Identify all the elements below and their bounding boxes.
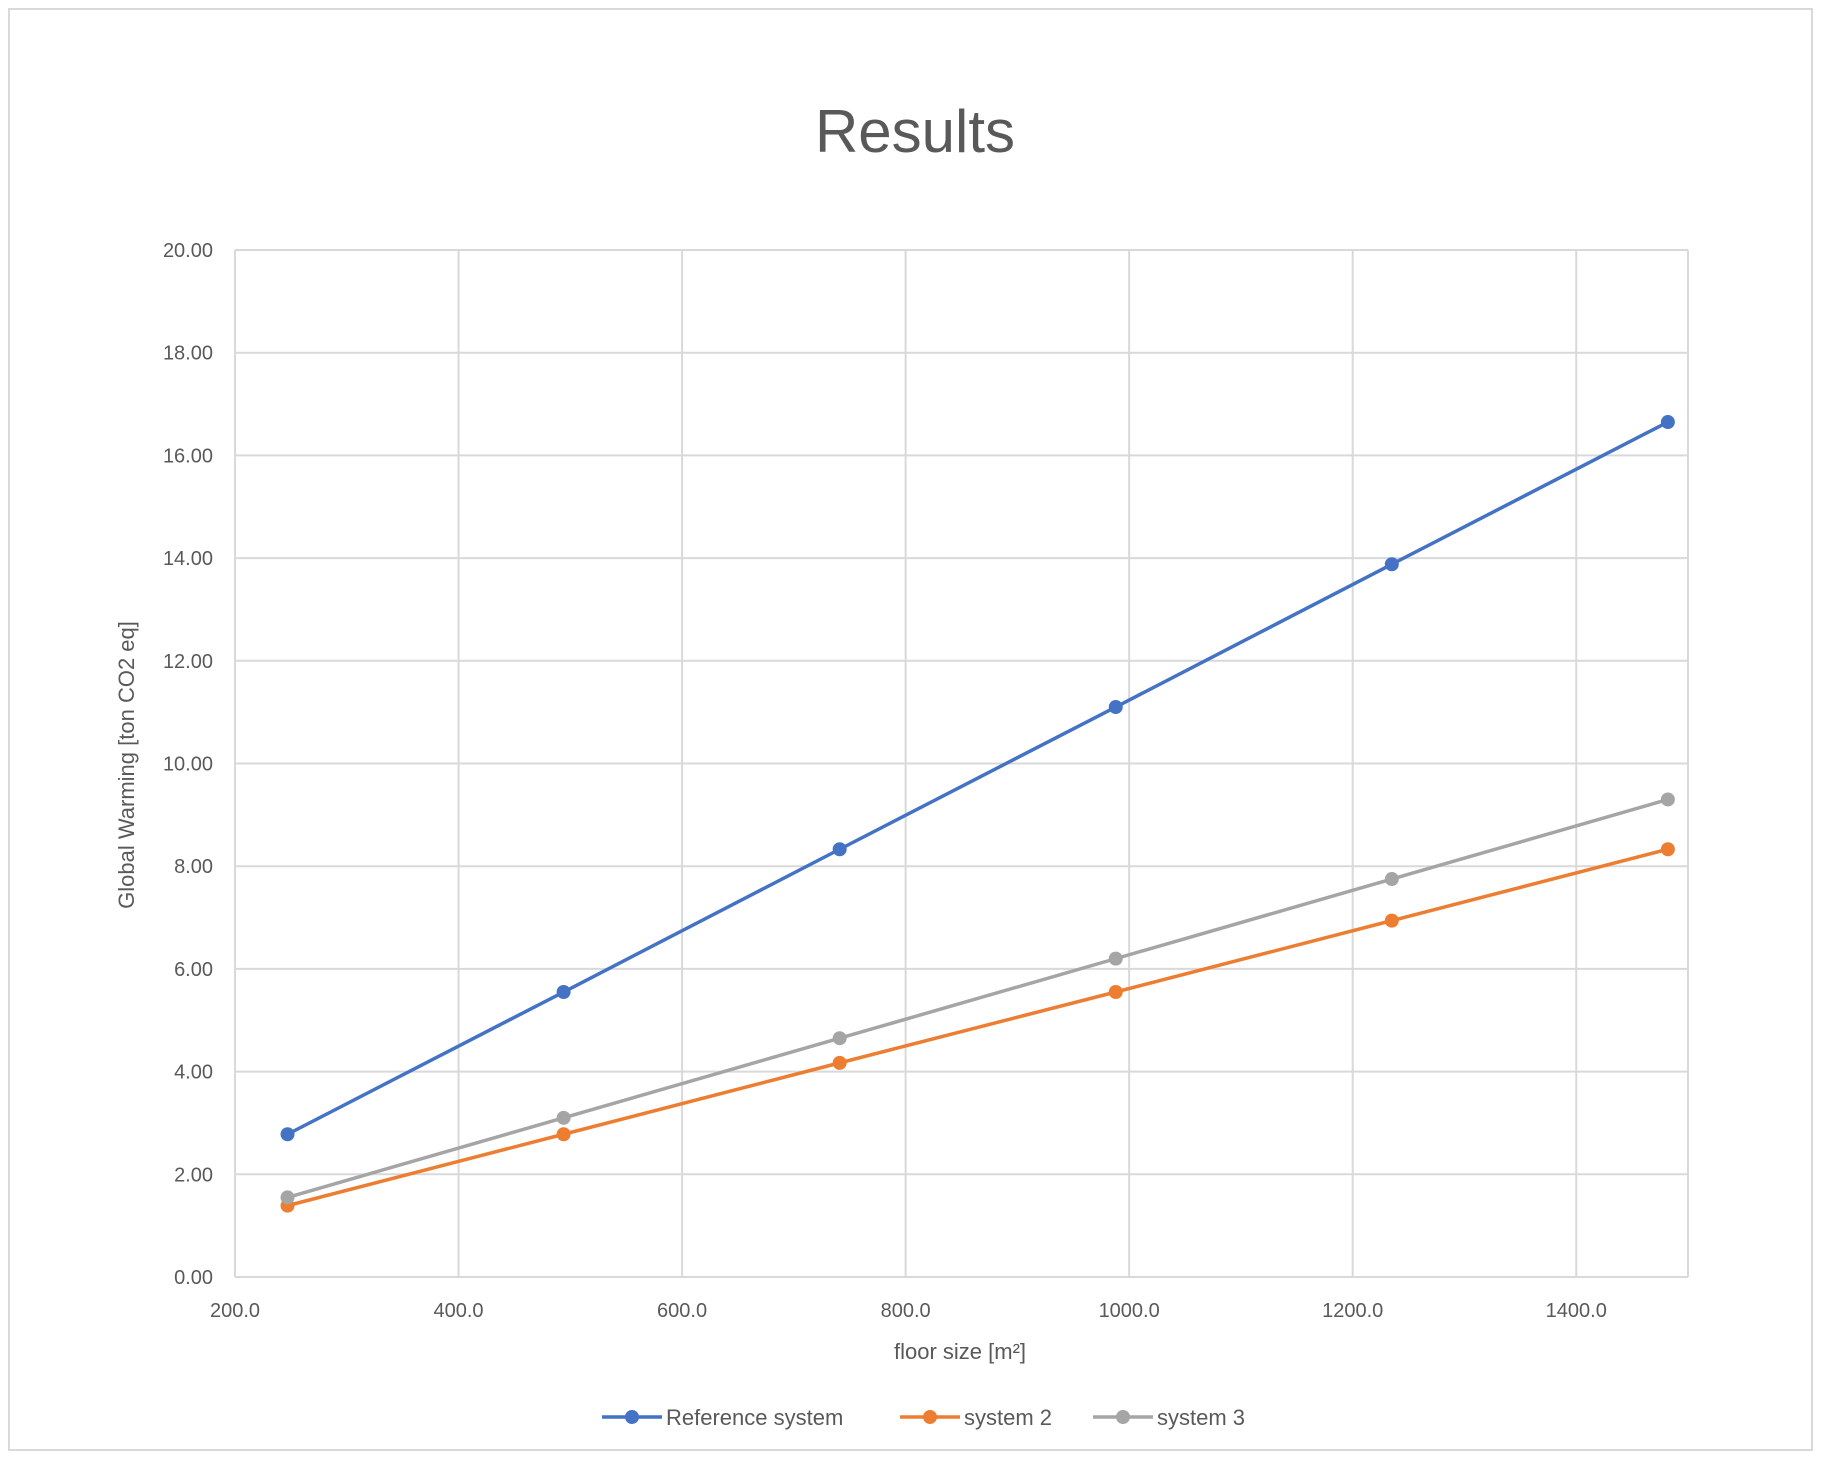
y-tick-label: 8.00 — [174, 856, 213, 878]
series-line — [287, 797, 1669, 1200]
x-tick-label: 1000.0 — [1099, 1300, 1160, 1322]
x-tick-label: 200.0 — [210, 1300, 260, 1322]
data-point — [556, 985, 571, 1000]
y-tick-label: 14.00 — [163, 548, 213, 570]
legend-item: system 2 — [900, 1405, 1052, 1430]
axis-tick-labels: 0.00 2.00 4.00 6.00 8.00 10.00 12.00 14.00 16.00… — [163, 240, 1607, 1322]
data-point — [1384, 872, 1399, 887]
gridlines — [234, 249, 1689, 1278]
data-point — [280, 1127, 295, 1142]
x-tick-label: 800.0 — [881, 1300, 931, 1322]
y-tick-label: 12.00 — [163, 651, 213, 673]
data-point — [1660, 415, 1675, 430]
series-1 — [280, 415, 1675, 1142]
series-line — [287, 847, 1669, 1208]
data-point — [556, 1127, 571, 1142]
chart-frame — [8, 8, 1813, 1451]
data-point — [1660, 842, 1675, 857]
y-tick-label: 10.00 — [163, 754, 213, 776]
data-series — [280, 415, 1675, 1213]
y-tick-label: 20.00 — [163, 240, 213, 262]
y-tick-label: 6.00 — [174, 959, 213, 981]
data-point — [1384, 913, 1399, 928]
x-tick-label: 1200.0 — [1322, 1300, 1383, 1322]
data-point — [832, 1031, 847, 1046]
data-point — [832, 842, 847, 857]
y-tick-label: 4.00 — [174, 1062, 213, 1084]
y-tick-label: 2.00 — [174, 1164, 213, 1186]
data-point — [1384, 557, 1399, 572]
x-axis-title: floor size [m²] — [894, 1339, 1026, 1364]
data-point — [1660, 792, 1675, 807]
legend-item: system 3 — [1093, 1405, 1245, 1430]
x-tick-label: 600.0 — [657, 1300, 707, 1322]
legend-label: system 3 — [1157, 1405, 1245, 1430]
y-tick-label: 18.00 — [163, 343, 213, 365]
series-line — [286, 420, 1669, 1136]
chart-title: Results — [815, 98, 1015, 165]
series-3 — [280, 792, 1675, 1205]
legend-marker — [1116, 1410, 1130, 1424]
data-point — [1108, 985, 1123, 1000]
legend-item: Reference system — [602, 1405, 843, 1430]
y-axis-title: Global Warming [ton CO2 eq] — [114, 621, 139, 909]
data-point — [1108, 951, 1123, 966]
legend-marker — [923, 1410, 937, 1424]
y-tick-label: 16.00 — [163, 445, 213, 467]
legend-label: system 2 — [964, 1405, 1052, 1430]
x-tick-label: 1400.0 — [1546, 1300, 1607, 1322]
series-2 — [280, 842, 1675, 1213]
x-tick-label: 400.0 — [434, 1300, 484, 1322]
legend: Reference system system 2 system 3 — [602, 1405, 1245, 1430]
data-point — [280, 1190, 295, 1205]
legend-label: Reference system — [666, 1405, 843, 1430]
data-point — [556, 1110, 571, 1125]
legend-marker — [625, 1410, 639, 1424]
data-point — [1108, 700, 1123, 715]
y-tick-label: 0.00 — [174, 1267, 213, 1289]
data-point — [832, 1055, 847, 1070]
